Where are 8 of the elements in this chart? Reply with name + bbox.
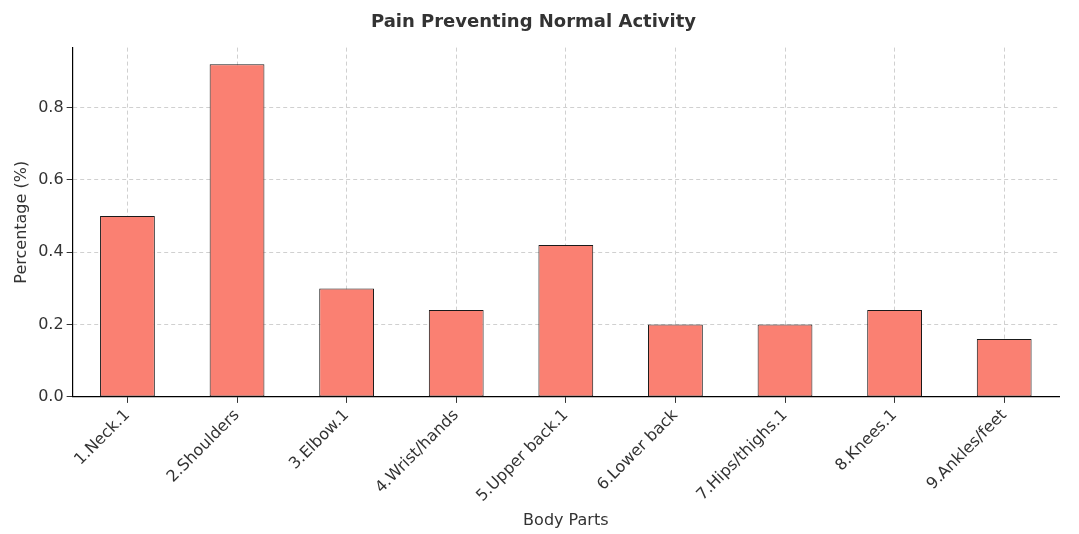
x-axis-title: Body Parts bbox=[523, 509, 609, 529]
y-tick-label: 0.6 bbox=[38, 169, 64, 189]
chart-title: Pain Preventing Normal Activity bbox=[370, 10, 697, 32]
y-tick-label: 0.0 bbox=[38, 386, 64, 406]
y-tick-label: 0.4 bbox=[38, 241, 64, 261]
y-tick-label: 0.2 bbox=[38, 313, 64, 333]
y-axis-title: Percentage (%) bbox=[10, 160, 30, 284]
y-tick-label: 0.8 bbox=[38, 96, 64, 116]
